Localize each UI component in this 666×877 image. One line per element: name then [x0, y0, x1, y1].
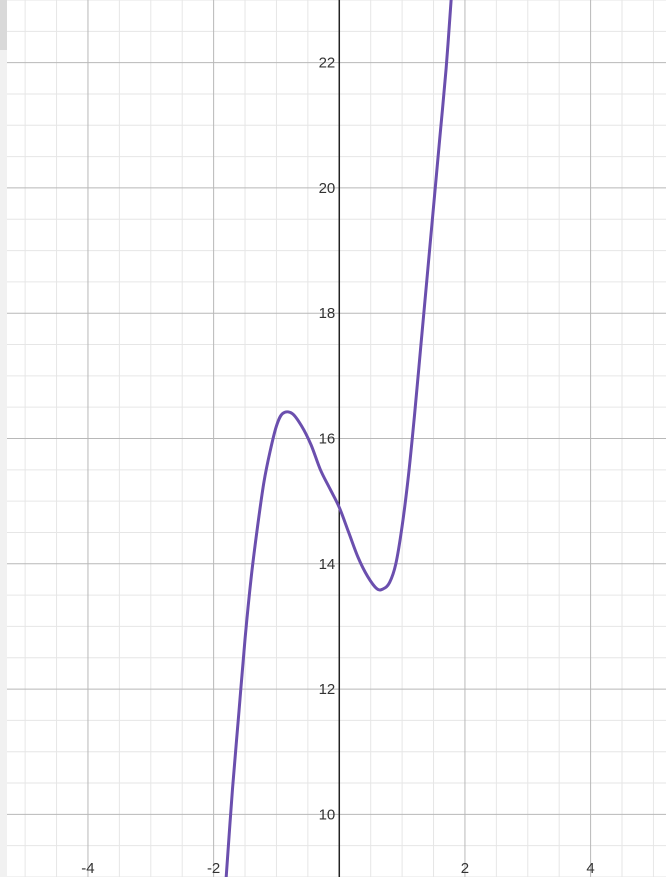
- y-tick-label: 12: [319, 681, 336, 698]
- left-panel-edge: [0, 0, 7, 877]
- y-tick-label: 16: [319, 431, 336, 448]
- x-tick-label: -4: [81, 860, 94, 877]
- left-panel-edge-shade: [0, 0, 7, 50]
- y-tick-label: 20: [319, 180, 336, 197]
- x-tick-label: 2: [461, 860, 469, 877]
- curves[interactable]: [224, 0, 453, 877]
- function-curve-0[interactable]: [224, 0, 453, 877]
- y-tick-label: 14: [319, 556, 336, 573]
- y-tick-label: 18: [319, 305, 336, 322]
- x-tick-label: -2: [207, 860, 220, 877]
- y-tick-label: 10: [319, 806, 336, 823]
- x-tick-label: 4: [586, 860, 594, 877]
- y-tick-label: 22: [319, 55, 336, 72]
- tick-labels: -4 -2 2 4 10 12 14 16 18 20 22: [81, 55, 594, 877]
